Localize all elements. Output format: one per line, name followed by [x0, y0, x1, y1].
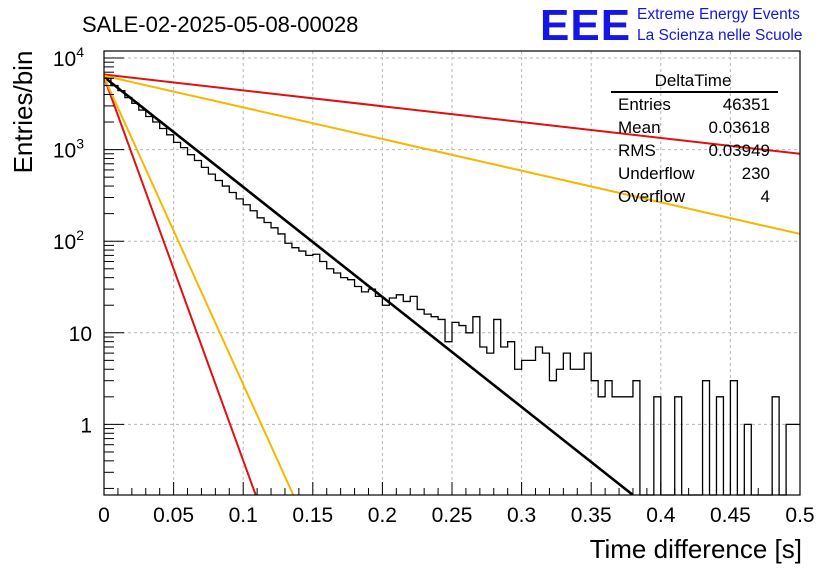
fit-line — [104, 73, 800, 155]
fit-line — [104, 76, 257, 495]
x-tick-label: 0.4 — [646, 504, 676, 527]
x-tick-label: 0.3 — [507, 504, 536, 527]
y-tick-label: 1 — [80, 414, 92, 437]
y-tick-label: 102 — [53, 227, 84, 254]
y-axis-label: Entries/bin — [8, 51, 38, 174]
stats-title: DeltaTime — [655, 71, 732, 90]
x-tick-label: 0.5 — [785, 504, 814, 527]
stats-entries-value: 46351 — [723, 95, 770, 114]
x-tick-label: 0.45 — [710, 504, 751, 527]
axes: 0 0.05 0.1 0.15 0.2 0.25 0.3 0.35 0.4 0.45 0.5 1 10 1… — [53, 44, 815, 527]
y-tick-label: 103 — [53, 136, 84, 163]
stats-rms-value: 0.03949 — [709, 141, 770, 160]
y-tick-label: 10 — [69, 323, 92, 346]
stats-overflow-label: Overflow — [618, 187, 686, 206]
stats-overflow-value: 4 — [761, 187, 770, 206]
x-tick-label: 0.1 — [229, 504, 258, 527]
logo-eee: EEE — [540, 1, 631, 50]
x-axis-label: Time difference [s] — [590, 534, 802, 564]
stats-entries-label: Entries — [618, 95, 671, 114]
stats-underflow-label: Underflow — [618, 164, 695, 183]
logo-line-1: Extreme Energy Events — [637, 6, 800, 23]
x-tick-label: 0.25 — [432, 504, 473, 527]
fit-line — [104, 75, 634, 495]
stats-mean-label: Mean — [618, 118, 661, 137]
fit-line — [104, 74, 800, 235]
stats-underflow-value: 230 — [742, 164, 770, 183]
stats-rms-label: RMS — [618, 141, 656, 160]
eee-logo: EEE Extreme Energy Events La Scienza nel… — [540, 1, 802, 50]
stats-mean-value: 0.03618 — [709, 118, 770, 137]
y-tick-label: 104 — [53, 44, 84, 71]
x-tick-label: 0 — [98, 504, 110, 527]
x-tick-label: 0.2 — [368, 504, 397, 527]
x-tick-label: 0.15 — [292, 504, 333, 527]
x-tick-label: 0.35 — [571, 504, 612, 527]
x-tick-label: 0.05 — [153, 504, 194, 527]
chart-title: SALE-02-2025-05-08-00028 — [82, 12, 358, 37]
grid — [104, 51, 800, 495]
stats-box: DeltaTime Entries 46351 Mean 0.03618 RMS… — [611, 71, 778, 206]
fit-line — [104, 76, 295, 495]
logo-line-2: La Scienza nelle Scuole — [637, 27, 802, 44]
